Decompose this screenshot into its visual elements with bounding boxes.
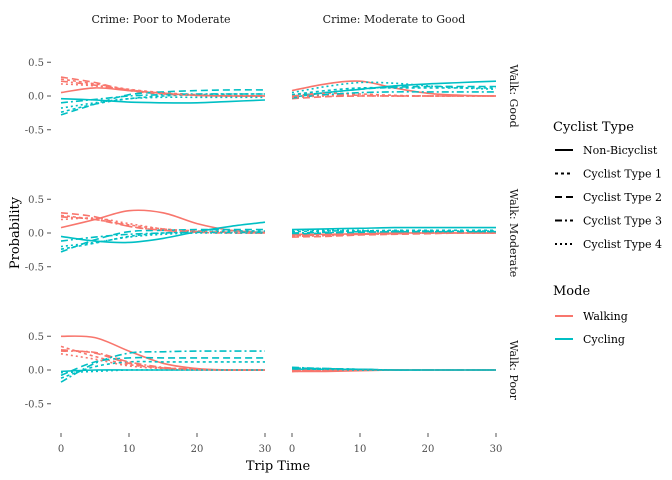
x-tick-label: 20 [191,444,204,455]
series-line-cycling-cyclist-type-1 [60,93,266,113]
series-line-walking-cyclist-type-4 [291,95,496,99]
facet-row-strip-0: Walk: Good [507,64,520,127]
legend-label-cyclist-type-2: Cyclist Type 2 [583,191,662,204]
series-line-cycling-cyclist-type-3 [291,91,496,99]
y-tick-label: 0.5 [28,195,44,206]
facet-col-strip-0: Crime: Poor to Moderate [91,13,230,26]
legend: Cyclist Type Non-Bicyclist Cyclist Type 1… [553,120,662,346]
panel-r2-c1 [291,366,496,373]
x-tick-label: 0 [289,444,295,455]
facet-col-strip-1: Crime: Moderate to Good [323,13,466,26]
series-line-walking-cyclist-type-4 [291,232,496,238]
series-line-cycling-cyclist-type-2 [291,85,496,97]
plot-panels [60,76,497,383]
y-axes: -0.5 0.0 0.5 -0.5 0.0 0.5 -0.5 0.0 0.5 [25,58,51,410]
panel-r0-c0 [60,76,266,116]
series-line-cycling-cyclist-type-4 [60,96,265,109]
x-tick-label: 20 [422,444,435,455]
x-tick-label: 30 [490,444,503,455]
series-line-cycling-cyclist-type-3 [60,350,265,383]
series-line-cycling-cyclist-type-2 [60,89,266,116]
x-axis-title: Trip Time [246,459,311,474]
series-line-walking-cyclist-type-4 [60,83,266,97]
series-line-cycling-cyclist-type-2 [60,228,265,253]
legend-label-cyclist-type-1: Cyclist Type 1 [583,168,662,181]
series-line-cycling-non-bicyclist [291,226,496,231]
panel-r0-c1 [291,80,497,100]
facet-row-strip-1: Walk: Moderate [507,189,520,277]
x-axes: 0 10 20 30 0 10 20 30 [58,433,503,455]
legend-label-walking: Walking [583,310,628,323]
panel-r2-c0 [60,335,266,383]
facet-row-strip-2: Walk: Poor [507,340,520,400]
y-axis-title: Probability [8,196,23,269]
panel-r1-c1 [291,226,497,238]
y-tick-label: 0.5 [28,332,44,343]
series-line-cycling-cyclist-type-1 [60,360,265,379]
y-tick-label: 0.0 [28,366,44,377]
y-tick-label: 0.0 [28,92,44,103]
series-line-cycling-cyclist-type-4 [60,369,265,374]
series-line-cycling-non-bicyclist [60,221,266,244]
legend-label-cyclist-type-4: Cyclist Type 4 [583,238,662,251]
legend-title-mode: Mode [553,284,590,299]
x-tick-label: 0 [58,444,64,455]
series-line-cycling-cyclist-type-4 [291,81,497,94]
x-tick-label: 10 [123,444,136,455]
panel-r1-c0 [60,209,266,253]
series-line-cycling-cyclist-type-2 [60,356,265,377]
legend-label-non-bicyclist: Non-Bicyclist [583,144,658,157]
legend-label-cyclist-type-3: Cyclist Type 3 [583,215,662,228]
series-line-cycling-cyclist-type-1 [60,230,266,250]
legend-title-cyclist-type: Cyclist Type [553,120,634,135]
y-tick-label: 0.0 [28,229,44,240]
legend-cyclist-type-entries: Non-Bicyclist Cyclist Type 1 Cyclist Type … [555,144,662,251]
series-line-cycling-cyclist-type-3 [60,93,265,104]
y-tick-label: 0.5 [28,58,44,69]
series-line-cycling-cyclist-type-4 [291,229,496,232]
series-line-cycling-cyclist-type-4 [291,367,496,371]
series-line-cycling-cyclist-type-4 [60,232,265,248]
y-tick-label: -0.5 [25,399,44,410]
x-tick-label: 10 [354,444,367,455]
y-tick-label: -0.5 [25,262,44,273]
legend-label-cycling: Cycling [583,333,625,346]
x-tick-label: 30 [259,444,272,455]
y-tick-label: -0.5 [25,125,44,136]
legend-mode-entries: Walking Cycling [555,310,628,346]
